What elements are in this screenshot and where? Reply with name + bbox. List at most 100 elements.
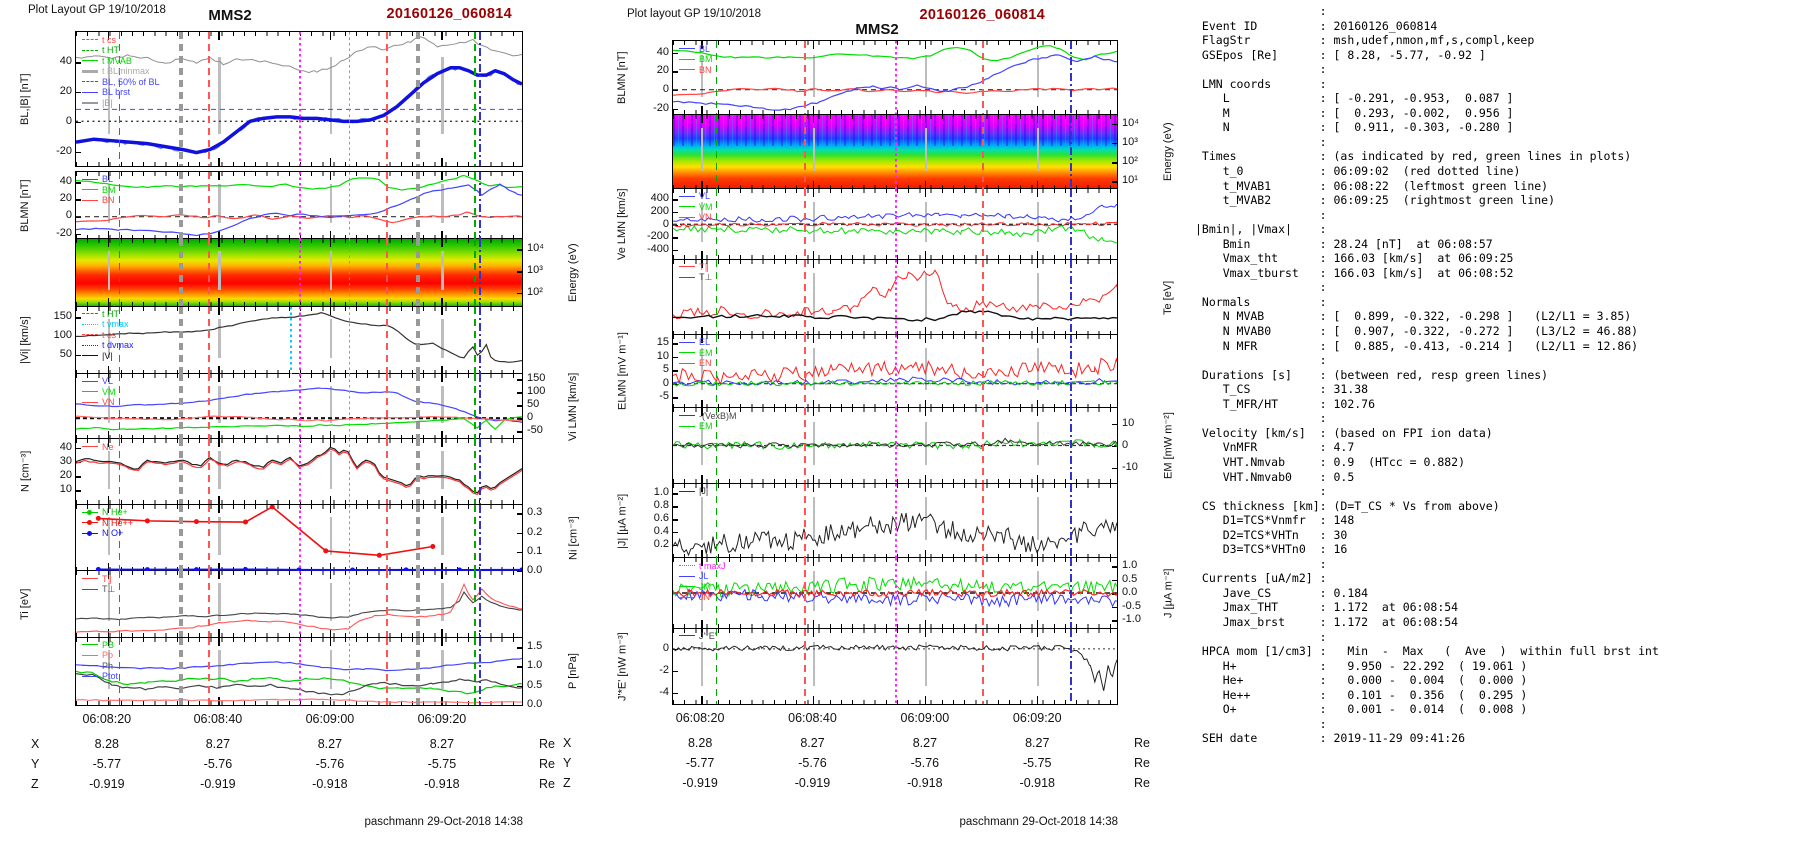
- t-mvab2-line: [474, 171, 476, 239]
- y-tick-label: 10: [59, 483, 72, 496]
- major-tick-bottom: [700, 695, 703, 704]
- gridline-stub: [812, 421, 816, 466]
- gridline-stub: [107, 183, 111, 223]
- y-tick-mark: [76, 216, 81, 218]
- major-tick-bottom: [107, 158, 110, 167]
- gridline-stub: [218, 583, 221, 622]
- y-tick-mark: [673, 506, 678, 508]
- y-tick-mark: [1112, 467, 1117, 470]
- t-blmax-line: [416, 239, 421, 307]
- y-tick-mark: [673, 383, 678, 386]
- legend-label: JN: [699, 592, 710, 602]
- y-tick-mark: [673, 343, 678, 345]
- major-tick-top: [700, 259, 703, 268]
- gridline-stub: [812, 348, 816, 391]
- gridline-stub: [329, 516, 333, 555]
- legend-label: BL, 50% of BL: [102, 76, 160, 87]
- major-tick-bottom: [329, 431, 332, 440]
- legend-label: -(VexB)M: [699, 410, 737, 421]
- y-tick-label: 20: [59, 192, 72, 205]
- major-tick-top: [812, 114, 815, 123]
- major-tick-bottom: [441, 629, 443, 638]
- gridline-stub: [700, 421, 704, 466]
- gridline-stub: [924, 421, 928, 466]
- y-tick-mark: [76, 476, 81, 478]
- major-tick-top: [1036, 408, 1039, 417]
- gridline-stub: [329, 451, 333, 489]
- legend-swatch: [679, 415, 695, 417]
- major-tick-bottom: [329, 298, 332, 307]
- legend-swatch: [679, 216, 695, 218]
- major-tick-top: [812, 558, 815, 567]
- legend-label: N O+: [102, 528, 124, 539]
- legend-item: JL: [679, 571, 726, 582]
- major-tick-top: [329, 637, 332, 646]
- t-maxj-line: [895, 259, 897, 335]
- t-mvab2-line: [474, 306, 476, 374]
- legend-swatch: [82, 69, 98, 73]
- t-blmax-line: [416, 374, 421, 440]
- t-blmin-line: [178, 32, 183, 167]
- major-tick-bottom: [924, 251, 927, 260]
- series-Pp: [76, 699, 522, 703]
- figure-title: MMS2: [208, 7, 252, 24]
- major-tick-bottom: [1036, 475, 1039, 484]
- legend: Ne: [82, 441, 114, 452]
- legend-label: BL: [102, 174, 114, 185]
- traces: [673, 408, 1117, 483]
- t-cs-right-line: [385, 439, 388, 505]
- panel-Vi-mag: 150 100 50 |Vi| [km/s] t HT t vmax t cs t dvmax…: [19, 305, 523, 375]
- legend-marker-dot: [87, 520, 92, 526]
- y-tick-label-right: 100: [527, 385, 546, 398]
- position-value: -5.76: [910, 756, 940, 770]
- t-maxj-line: [895, 628, 897, 704]
- y-tick-label-right: 10⁴: [527, 242, 544, 255]
- position-row-X: X 8.28 8.27 8.27 8.27 Re: [563, 736, 1150, 752]
- legend-item: BL: [82, 174, 116, 185]
- right-axis-label: J [µA m⁻²]: [1162, 568, 1175, 618]
- y-tick-mark: [673, 237, 678, 239]
- major-tick-top: [329, 32, 332, 41]
- y-tick-label: 400: [650, 192, 669, 205]
- gridline-stub: [107, 516, 111, 555]
- gridline-stub: [700, 348, 704, 391]
- y-tick-mark: [673, 71, 678, 73]
- t-cs-right-line: [385, 374, 388, 440]
- major-tick-top: [1036, 114, 1039, 123]
- legend-item: t dvmax: [82, 340, 134, 351]
- t-dvmax-line: [1070, 335, 1072, 409]
- major-tick-top: [107, 571, 110, 580]
- major-tick-top: [218, 504, 220, 513]
- t-dvmax-line: [479, 374, 481, 440]
- y-tick-mark: [517, 666, 522, 668]
- position-row-label: X: [31, 737, 40, 751]
- major-tick-bottom: [700, 620, 703, 629]
- major-tick-bottom: [924, 695, 927, 704]
- time-tick-label: 06:08:20: [82, 712, 132, 726]
- major-tick-bottom: [812, 106, 815, 115]
- legend-item: BN: [82, 195, 116, 206]
- major-tick-bottom: [107, 696, 110, 705]
- legend-label: JL: [699, 571, 709, 581]
- legend-swatch: [82, 199, 98, 201]
- t-mvab1-line: [118, 171, 121, 239]
- major-tick-top: [441, 571, 443, 580]
- y-tick-label: 0: [662, 83, 669, 96]
- t-mvab1-line: [715, 41, 718, 115]
- t-cs-left-line: [208, 171, 211, 239]
- legend-label: EL: [699, 337, 711, 348]
- t-dvmax-line: [479, 239, 481, 307]
- legend: T∥ T⊥: [82, 573, 115, 594]
- y-tick-mark: [76, 62, 81, 64]
- legend-label: t maxJ: [699, 560, 726, 571]
- major-tick-top: [924, 408, 927, 417]
- major-tick-bottom: [812, 400, 815, 409]
- y-tick-mark: [1112, 620, 1117, 622]
- position-value: -5.76: [315, 757, 345, 771]
- legend-swatch: [82, 334, 98, 336]
- major-tick-bottom: [812, 251, 815, 260]
- major-tick-bottom: [218, 431, 220, 440]
- gridline-stub: [329, 318, 333, 358]
- y-tick-mark: [76, 354, 81, 357]
- y-tick-label-right: 150: [527, 372, 546, 385]
